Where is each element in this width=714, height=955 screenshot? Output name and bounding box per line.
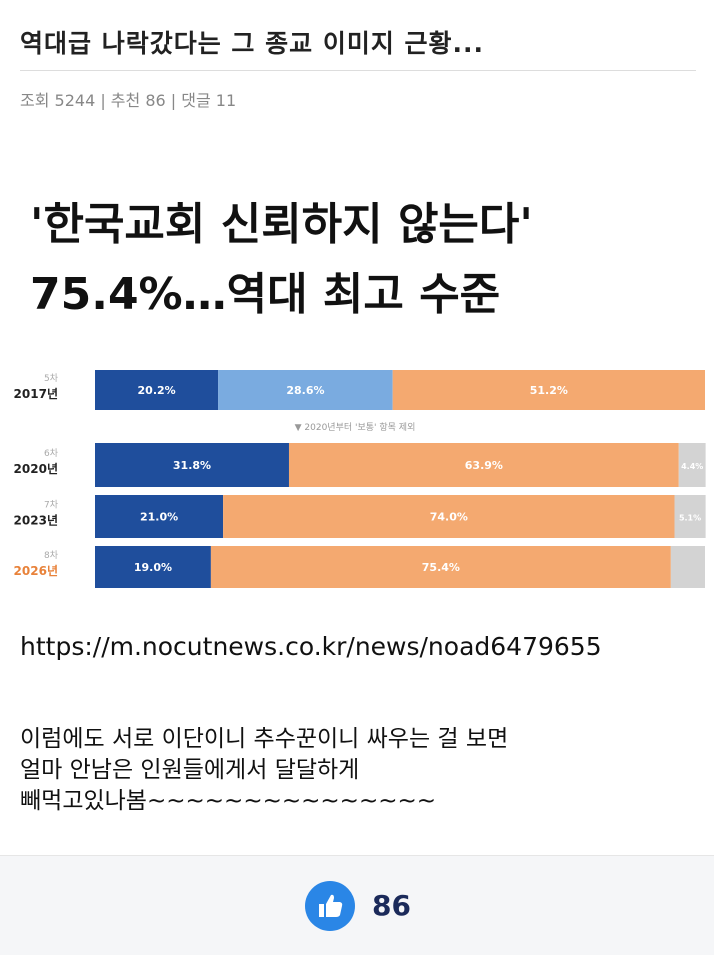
bar-segment — [95, 546, 211, 588]
footer-bar: 86 — [0, 855, 714, 955]
post-title: 역대급 나락갔다는 그 종교 이미지 근황... — [20, 29, 485, 58]
value-label: 51.2% — [530, 384, 568, 397]
bar-segment — [670, 546, 705, 588]
value-label: 4.4% — [681, 462, 703, 471]
category-label: 2023년 — [14, 514, 58, 528]
value-label: 31.8% — [173, 459, 211, 472]
bar-segment — [223, 495, 675, 538]
like-count: 86 — [372, 889, 411, 922]
bar-segment — [95, 495, 224, 538]
image-headline: '한국교회 신뢰하지 않는다' 75.4%…역대 최고 수준 — [30, 199, 533, 320]
category-sublabel: 5차 — [44, 372, 59, 384]
like-button[interactable] — [305, 881, 355, 931]
category-label: 2017년 — [14, 387, 58, 401]
category-label: 2020년 — [14, 462, 58, 476]
thumb-icon — [319, 894, 343, 917]
category-sublabel: 8차 — [44, 549, 59, 561]
bar-segment — [218, 370, 393, 410]
body-line: 얼마 안남은 인원들에게서 달달하게 — [20, 757, 360, 783]
value-label: 63.9% — [465, 459, 503, 472]
divider — [20, 70, 696, 71]
category-label: 2026년 — [14, 564, 58, 578]
annotation: ▼ 2020년부터 '보통' 항목 제외 — [295, 421, 416, 433]
bar-segment — [674, 495, 706, 538]
category-sublabel: 7차 — [44, 499, 59, 511]
category-sublabel: 6차 — [44, 447, 59, 459]
bar-segment — [210, 546, 671, 588]
body-line: 이럼에도 서로 이단이니 추수꾼이니 싸우는 걸 보면 — [20, 726, 509, 752]
body-line: 빼먹고있나봄~~~~~~~~~~~~~~~ — [20, 788, 437, 814]
value-label: 19.0% — [134, 561, 172, 574]
value-label: 28.6% — [286, 384, 324, 397]
value-label: 74.0% — [430, 511, 468, 524]
bar-segment — [392, 370, 705, 410]
bar-segment — [678, 443, 706, 487]
post-meta: 조회 5244 | 추천 86 | 댓글 11 — [20, 91, 237, 110]
value-label: 21.0% — [140, 511, 178, 524]
bar-segment — [288, 443, 679, 487]
post-body: 이럼에도 서로 이단이니 추수꾼이니 싸우는 걸 보면 얼마 안남은 인원들에게… — [20, 724, 508, 817]
link[interactable]: https://m.nocutnews.co.kr/news/noad64796… — [20, 632, 602, 661]
value-label: 20.2% — [138, 384, 176, 397]
value-label: 5.1% — [679, 514, 701, 523]
chart: ▼ 2020년부터 '보통' 항목 제외 5차 2017년 20.2% 28.6% 51.… — [14, 370, 706, 588]
bar-segment — [95, 370, 219, 410]
bar-segment — [95, 443, 289, 487]
value-label: 75.4% — [422, 561, 460, 574]
